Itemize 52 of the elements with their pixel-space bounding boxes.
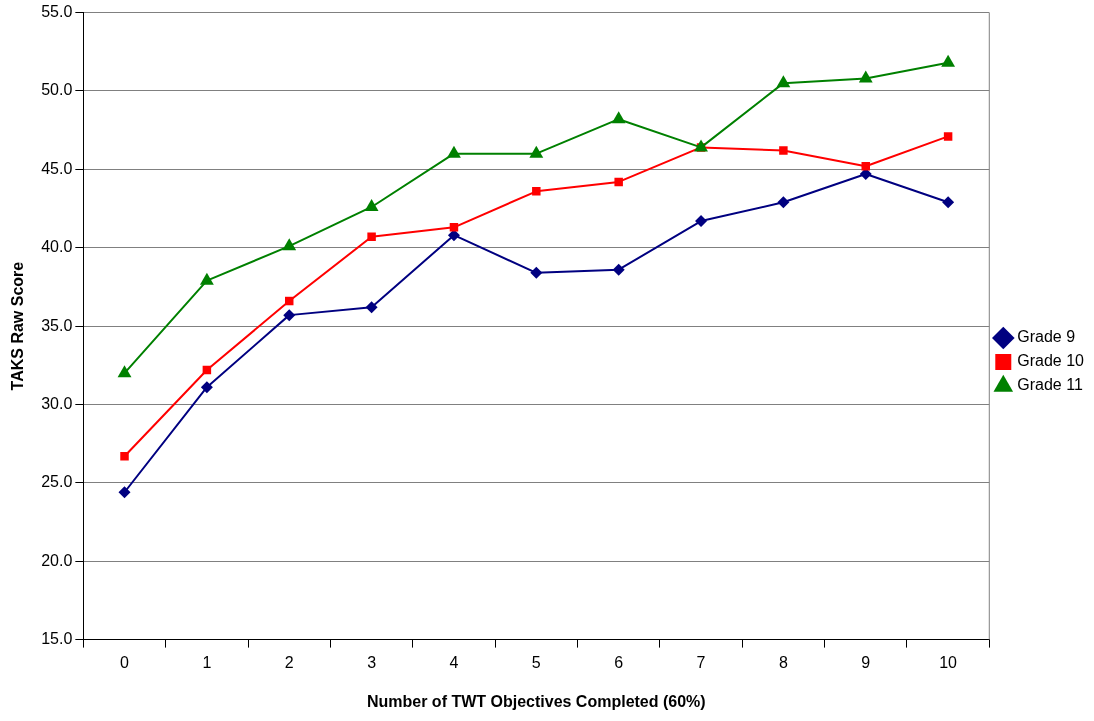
x-tick-label: 0 bbox=[120, 653, 130, 671]
point bbox=[611, 111, 626, 124]
point bbox=[943, 132, 953, 141]
legend-label: Grade 11 bbox=[1017, 376, 1083, 394]
x-tick-label: 9 bbox=[861, 653, 871, 671]
y-tick-label: 15.0 bbox=[41, 630, 73, 648]
point bbox=[776, 75, 791, 88]
y-tick-label: 55.0 bbox=[41, 3, 73, 21]
point bbox=[779, 146, 788, 155]
point bbox=[530, 266, 543, 279]
point bbox=[614, 177, 623, 187]
x-tick-label: 6 bbox=[614, 653, 624, 671]
point bbox=[364, 198, 379, 211]
point bbox=[942, 196, 955, 209]
y-tick-label: 40.0 bbox=[41, 238, 73, 256]
x-tick-label: 7 bbox=[696, 653, 706, 671]
point bbox=[117, 365, 132, 378]
y-tick-label: 50.0 bbox=[41, 81, 73, 99]
point bbox=[858, 70, 873, 83]
point bbox=[365, 301, 378, 314]
point bbox=[532, 187, 541, 196]
x-tick-label: 1 bbox=[202, 653, 212, 671]
x-tick-label: 5 bbox=[531, 653, 541, 671]
x-axis-title: Number of TWT Objectives Completed (60%) bbox=[366, 692, 706, 710]
point bbox=[612, 263, 625, 276]
point bbox=[529, 145, 544, 158]
point bbox=[199, 272, 214, 285]
legend-label: Grade 10 bbox=[1017, 352, 1085, 370]
point bbox=[283, 309, 296, 322]
y-tick-label: 45.0 bbox=[41, 159, 73, 177]
point bbox=[447, 145, 461, 158]
y-tick-label: 30.0 bbox=[41, 394, 73, 412]
y-tick-label: 35.0 bbox=[41, 316, 73, 334]
point bbox=[941, 54, 956, 67]
y-axis-title: TAKS Raw Score bbox=[9, 261, 27, 391]
point bbox=[200, 381, 213, 394]
point bbox=[449, 223, 459, 232]
x-tick-label: 3 bbox=[367, 653, 377, 671]
point bbox=[282, 238, 297, 251]
point bbox=[120, 451, 129, 461]
point bbox=[118, 486, 131, 499]
point bbox=[695, 215, 708, 228]
legend-label: Grade 9 bbox=[1017, 328, 1076, 346]
x-tick-label: 4 bbox=[449, 653, 459, 671]
x-tick-label: 10 bbox=[939, 653, 958, 671]
y-tick-label: 20.0 bbox=[41, 551, 73, 569]
point bbox=[777, 196, 790, 209]
y-tick-label: 25.0 bbox=[41, 473, 73, 491]
point bbox=[694, 139, 708, 152]
point bbox=[367, 232, 376, 241]
x-tick-label: 8 bbox=[778, 653, 788, 671]
x-tick-label: 2 bbox=[284, 653, 294, 671]
